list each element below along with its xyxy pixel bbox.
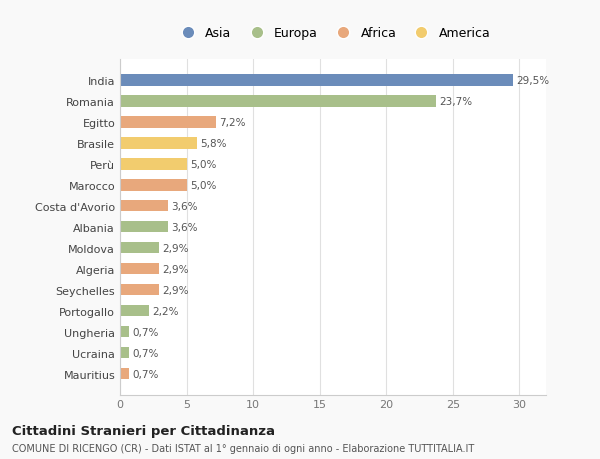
- Text: 5,0%: 5,0%: [190, 180, 216, 190]
- Bar: [120, 75, 513, 86]
- Bar: [120, 326, 130, 338]
- Text: Cittadini Stranieri per Cittadinanza: Cittadini Stranieri per Cittadinanza: [12, 424, 275, 437]
- Text: 5,8%: 5,8%: [200, 139, 227, 148]
- Text: 0,7%: 0,7%: [133, 348, 159, 358]
- Bar: [120, 284, 158, 296]
- Bar: [120, 368, 130, 380]
- Text: 2,9%: 2,9%: [162, 285, 188, 295]
- Text: 3,6%: 3,6%: [171, 202, 198, 211]
- Text: 7,2%: 7,2%: [219, 118, 245, 128]
- Text: 2,9%: 2,9%: [162, 243, 188, 253]
- Text: COMUNE DI RICENGO (CR) - Dati ISTAT al 1° gennaio di ogni anno - Elaborazione TU: COMUNE DI RICENGO (CR) - Dati ISTAT al 1…: [12, 443, 474, 453]
- Bar: [120, 138, 197, 149]
- Bar: [120, 201, 168, 212]
- Text: 2,9%: 2,9%: [162, 264, 188, 274]
- Bar: [120, 347, 130, 358]
- Bar: [120, 117, 216, 128]
- Bar: [120, 179, 187, 191]
- Text: 29,5%: 29,5%: [516, 76, 549, 86]
- Bar: [120, 242, 158, 254]
- Text: 2,2%: 2,2%: [152, 306, 179, 316]
- Bar: [120, 305, 149, 317]
- Text: 3,6%: 3,6%: [171, 222, 198, 232]
- Text: 23,7%: 23,7%: [439, 96, 472, 106]
- Bar: [120, 96, 436, 107]
- Bar: [120, 263, 158, 275]
- Text: 5,0%: 5,0%: [190, 159, 216, 169]
- Legend: Asia, Europa, Africa, America: Asia, Europa, Africa, America: [170, 22, 496, 45]
- Text: 0,7%: 0,7%: [133, 369, 159, 379]
- Bar: [120, 159, 187, 170]
- Text: 0,7%: 0,7%: [133, 327, 159, 337]
- Bar: [120, 221, 168, 233]
